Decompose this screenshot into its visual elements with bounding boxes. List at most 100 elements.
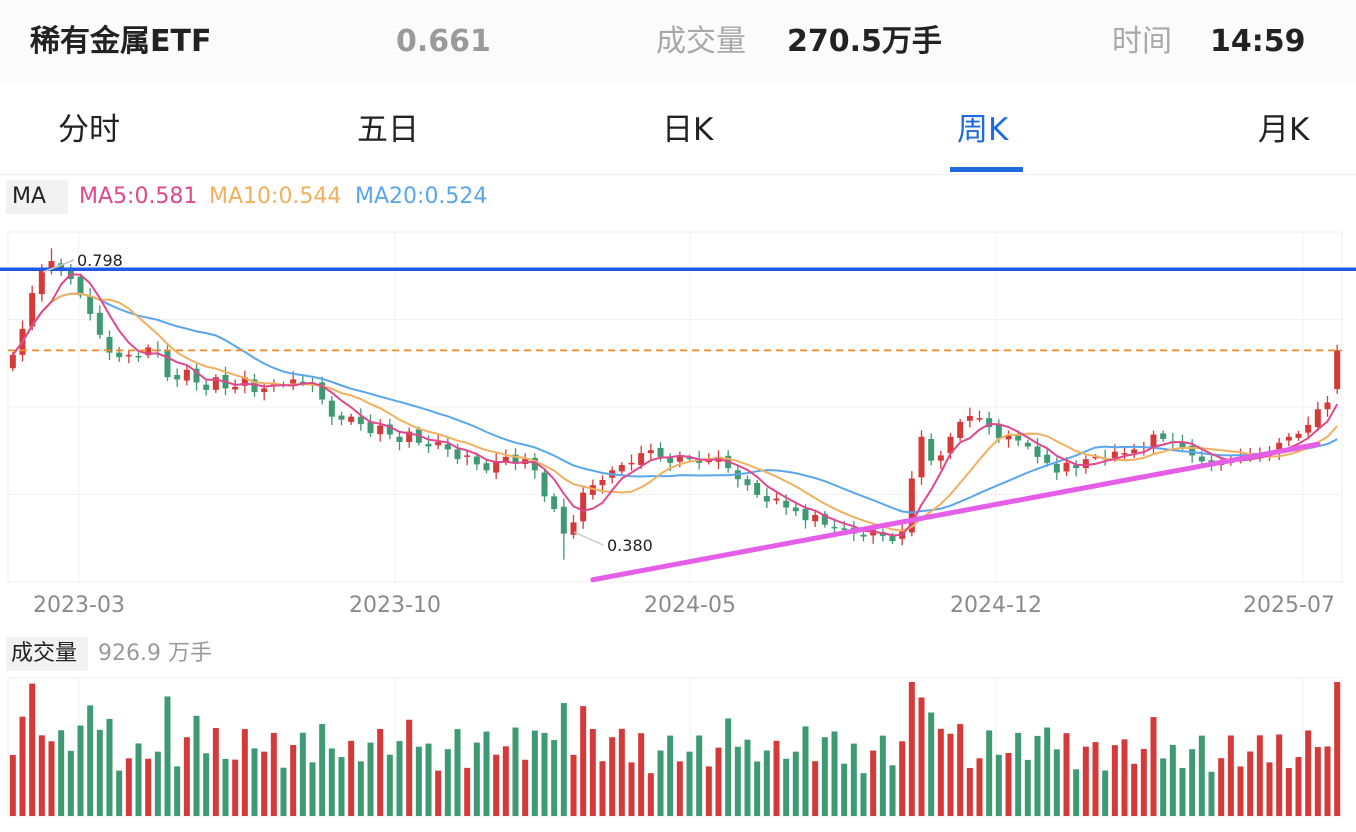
period-tabs: 分时 五日 日K 周K 月K <box>0 84 1356 174</box>
candle-body <box>1053 463 1060 473</box>
volume-bar <box>570 754 577 816</box>
volume-bar <box>1044 727 1051 816</box>
volume-bar <box>328 748 335 816</box>
candle-body <box>212 377 219 390</box>
tab-daily-k[interactable]: 日K <box>662 112 714 148</box>
candle-body <box>1334 350 1341 390</box>
volume-bar <box>96 729 103 816</box>
candle-body <box>570 522 577 535</box>
candle-body <box>386 424 393 435</box>
low-annotation: 0.380 <box>607 536 653 555</box>
volume-bar <box>9 754 16 816</box>
volume-bar <box>599 761 606 816</box>
security-name: 稀有金属ETF <box>30 24 212 59</box>
volume-bar <box>483 731 490 816</box>
candle-body <box>773 498 780 501</box>
candle-body <box>812 514 819 522</box>
ma-lines <box>11 273 1339 537</box>
candle-body <box>647 450 654 454</box>
volume-bar <box>889 765 896 816</box>
volume-bar <box>386 754 393 816</box>
candle-body <box>328 400 335 417</box>
x-tick-label: 2024-12 <box>950 593 1042 618</box>
volume-bar <box>734 746 741 816</box>
volume-bar <box>290 745 297 816</box>
volume-bar <box>986 730 993 816</box>
candle-body <box>1285 436 1292 441</box>
candle-body <box>1189 445 1196 456</box>
x-tick-label: 2023-03 <box>33 593 125 618</box>
volume-bar <box>860 773 867 816</box>
volume-bar <box>19 716 26 816</box>
candle-body <box>406 431 413 442</box>
volume-bar <box>1295 757 1302 816</box>
volume-label: 成交量 <box>656 24 746 59</box>
high-annotation-leader <box>42 259 75 273</box>
support-trendline <box>590 441 1321 583</box>
candle-body <box>1179 442 1186 448</box>
candle-body <box>96 312 103 335</box>
x-axis-ticks: 2023-03 2023-10 2024-05 2024-12 2025-07 <box>33 593 1335 618</box>
volume-bars <box>9 682 1341 816</box>
volume-bar <box>1034 735 1041 816</box>
volume-bar <box>676 761 683 816</box>
tab-monthly-k[interactable]: 月K <box>1258 112 1310 148</box>
volume-bar <box>686 751 693 816</box>
volume-bar <box>792 751 799 816</box>
volume-bar <box>164 696 171 816</box>
candle-body <box>589 485 596 495</box>
candle-body <box>976 418 983 420</box>
volume-bar <box>464 767 471 816</box>
volume-bar <box>850 743 857 816</box>
time-value: 14:59 <box>1210 24 1306 59</box>
quote-header: 稀有金属ETF 0.661 成交量 270.5万手 时间 14:59 <box>0 0 1356 84</box>
active-tab-indicator <box>950 167 1023 172</box>
tab-weekly-k[interactable]: 周K <box>957 112 1009 148</box>
volume-bar <box>425 743 432 816</box>
tab-intraday[interactable]: 分时 <box>58 112 120 148</box>
volume-bar <box>947 733 954 816</box>
volume-bar <box>396 741 403 816</box>
volume-bar <box>212 727 219 816</box>
volume-bar <box>1063 733 1070 816</box>
candle-body <box>338 415 345 420</box>
candle-body <box>1150 434 1157 448</box>
volume-bar <box>783 758 790 816</box>
tab-five-day[interactable]: 五日 <box>357 112 419 148</box>
candle-body <box>512 454 519 463</box>
candle-body <box>1131 449 1138 454</box>
volume-bar <box>309 762 316 816</box>
candle-body <box>657 447 664 457</box>
candle-body <box>464 455 471 457</box>
candle-body <box>1314 409 1321 428</box>
candle-body <box>792 507 799 512</box>
volume-bar <box>193 715 200 816</box>
candle-body <box>1073 465 1080 469</box>
volume-bar <box>493 754 500 816</box>
ma-indicator-button[interactable]: MA <box>6 180 68 214</box>
volume-max-value: 926.9 万手 <box>98 641 212 666</box>
candle-body <box>744 479 751 486</box>
volume-indicator-button[interactable]: 成交量 <box>6 637 88 671</box>
volume-bar <box>135 743 142 816</box>
volume-bar <box>280 767 287 816</box>
candle-body <box>995 424 1002 439</box>
candle-body <box>1005 435 1012 440</box>
candle-body <box>676 455 683 462</box>
volume-bar <box>145 758 152 816</box>
candle-body <box>560 506 567 534</box>
candle-body <box>986 418 993 428</box>
volume-bar <box>628 762 635 816</box>
annotations: 0.798 0.380 <box>42 251 653 555</box>
candle-body <box>696 459 703 463</box>
candle-body <box>425 443 432 447</box>
volume-bar <box>1247 751 1254 816</box>
volume-bar <box>1227 735 1234 816</box>
candle-body <box>377 425 384 435</box>
candle-body <box>116 352 123 358</box>
volume-bar <box>812 761 819 816</box>
candle-body <box>193 368 200 383</box>
volume-bar <box>1189 749 1196 816</box>
volume-bar <box>58 730 65 816</box>
